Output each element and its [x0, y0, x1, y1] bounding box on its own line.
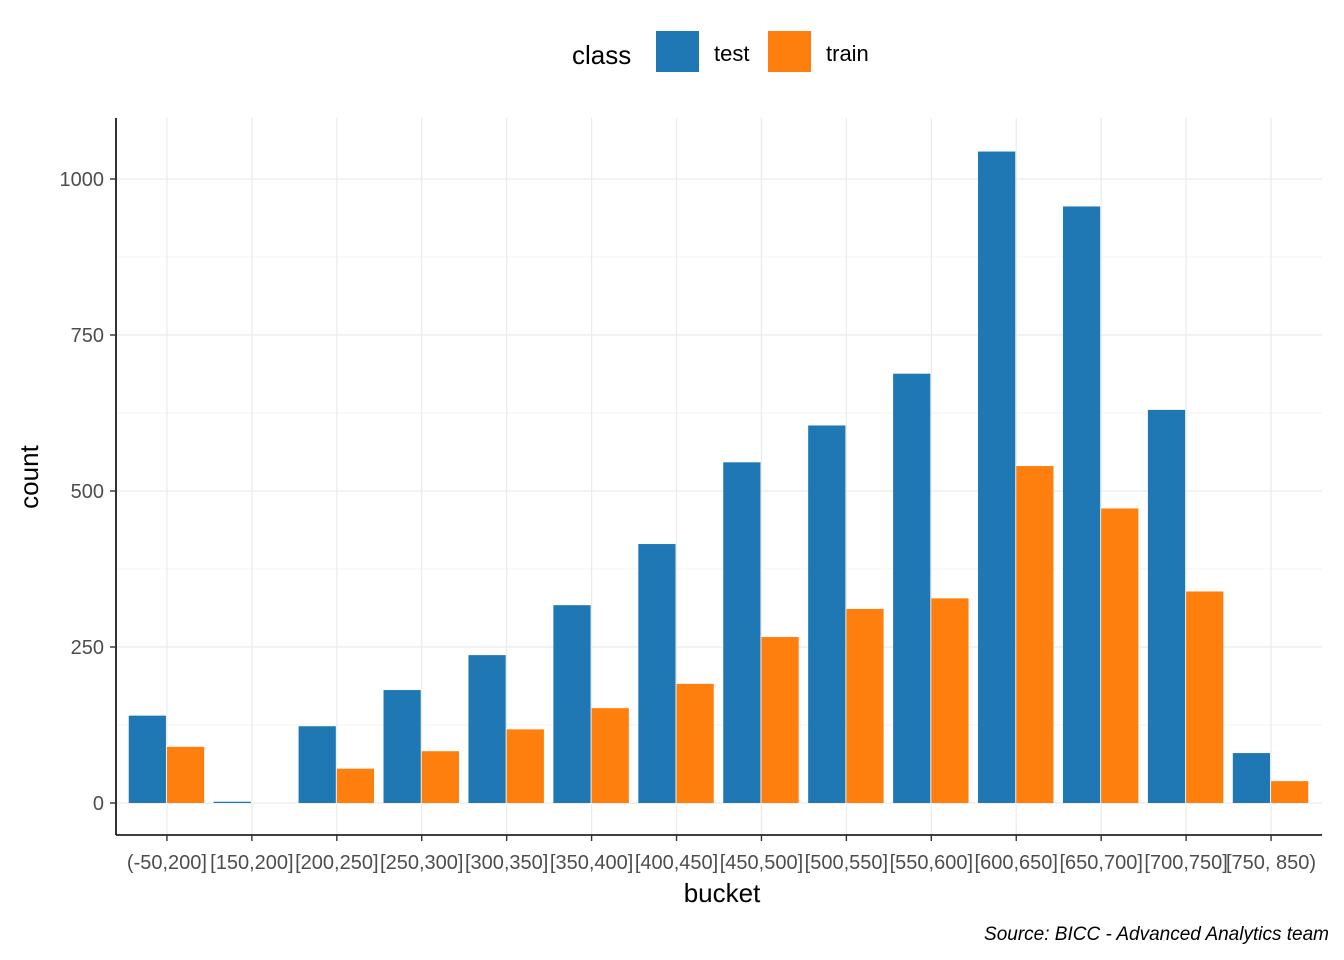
bar-test: [383, 690, 421, 803]
y-tick-label: 750: [71, 325, 104, 347]
x-tick-label: [700,750]: [1144, 852, 1227, 874]
bar-test: [298, 726, 336, 803]
bar-test: [213, 801, 251, 803]
x-tick-label: [550,600]: [890, 852, 973, 874]
legend-label-train: train: [826, 41, 869, 66]
x-tick-label: (-50,200]: [127, 852, 207, 874]
bar-train: [1186, 591, 1224, 803]
bar-test: [1147, 409, 1186, 803]
x-tick-label: [650,700]: [1059, 852, 1142, 874]
y-tick-label: 1000: [60, 169, 105, 191]
bar-test: [723, 462, 761, 803]
bar-test: [638, 544, 676, 803]
bar-train: [676, 683, 714, 803]
legend-title: class: [572, 40, 631, 70]
bar-train: [421, 751, 459, 803]
bar-train: [761, 637, 799, 803]
bar-test: [893, 373, 931, 803]
bar-train: [1101, 508, 1139, 803]
axes-layer: 0 250 500 750 1000 (-50,200] [150,200] [200,250…: [60, 118, 1322, 874]
bar-test: [808, 425, 846, 803]
bar-train: [1016, 466, 1054, 803]
x-axis-title: bucket: [684, 878, 761, 908]
x-tick-label: [250,300]: [380, 852, 463, 874]
x-tick-label: [350,400]: [550, 852, 633, 874]
x-tick-label: [150,200]: [210, 852, 293, 874]
bar-test: [128, 715, 166, 803]
legend: class test train: [572, 31, 869, 72]
caption: Source: BICC - Advanced Analytics team: [984, 924, 1329, 945]
bar-train: [931, 598, 969, 803]
y-tick-label: 500: [71, 481, 104, 503]
bars-layer: [128, 151, 1309, 804]
bar-train: [166, 746, 205, 803]
bar-train: [1271, 781, 1309, 803]
bar-train: [506, 729, 544, 803]
x-tick-label: [400,450]: [635, 852, 718, 874]
bar-test: [553, 605, 591, 803]
bar-train: [336, 768, 375, 803]
bar-train: [846, 608, 884, 803]
x-tick-label: [300,350]: [465, 852, 548, 874]
x-tick-label: [500,550]: [805, 852, 888, 874]
x-tick-label: [200,250]: [295, 852, 378, 874]
legend-key-train: [768, 31, 811, 72]
bar-test: [468, 655, 506, 803]
legend-label-test: test: [714, 41, 749, 66]
y-tick-label: 0: [93, 793, 104, 815]
legend-key-test: [656, 31, 699, 72]
bar-train: [591, 708, 629, 803]
grid-layer: [116, 118, 1322, 835]
x-tick-label: [450,500]: [720, 852, 803, 874]
bar-test: [978, 151, 1016, 804]
y-tick-label: 250: [71, 637, 104, 659]
x-tick-label: [750, 850): [1226, 852, 1316, 874]
y-axis-title: count: [14, 444, 44, 508]
bar-test: [1232, 753, 1271, 803]
bar-test: [1062, 206, 1101, 803]
x-tick-label: [600,650]: [975, 852, 1058, 874]
